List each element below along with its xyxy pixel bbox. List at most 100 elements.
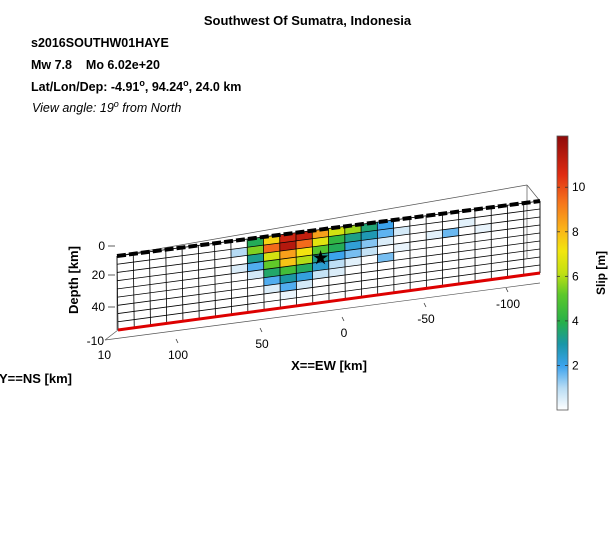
colorbar-tick-label: 4	[572, 314, 579, 328]
slip-patch	[312, 236, 329, 247]
view-angle-line: View angle: 19o from North	[32, 99, 181, 115]
slip-patch	[361, 230, 378, 241]
slip-patch	[263, 259, 280, 270]
grid-line-dip	[132, 253, 135, 328]
box-edge	[104, 329, 119, 341]
lat-degree: o	[139, 78, 145, 88]
grid-line-strike	[117, 224, 541, 282]
location-line: Lat/Lon/Dep: -4.91o, 94.24o, 24.0 km	[31, 78, 242, 95]
slip-patch	[312, 269, 329, 280]
slip-patch	[296, 263, 313, 274]
slip-patch	[263, 283, 281, 294]
x-tick-mark	[259, 327, 263, 333]
slip-patch	[247, 269, 264, 280]
y-axis-label: Y==NS [km]	[0, 371, 72, 386]
slip-patch	[328, 266, 346, 278]
colorbar-tick-label: 8	[572, 225, 579, 239]
slip-patch	[263, 242, 280, 254]
x-tick-mark	[423, 302, 427, 308]
slip-patch	[263, 267, 281, 278]
top-edge-trace	[116, 199, 541, 258]
slip-patch	[296, 238, 313, 249]
slip-patch	[328, 234, 345, 245]
slip-patch	[231, 263, 248, 274]
grid-line-dip	[230, 241, 233, 315]
x-tick-label: 0	[341, 326, 348, 340]
slip-patch	[361, 246, 378, 257]
slip-patch	[263, 251, 280, 262]
colorbar: 2 4 6 8 10 Slip [m]	[556, 135, 608, 411]
slip-patch	[296, 246, 313, 258]
slip-patch	[328, 258, 346, 270]
lon-degree: o	[183, 78, 189, 88]
x-tick-label: 100	[168, 348, 188, 362]
slip-patch	[344, 232, 362, 243]
mw-label: Mw 7.8	[31, 58, 72, 72]
slip-patches	[230, 217, 492, 300]
grid-line-strike	[117, 240, 541, 298]
slip-patch	[458, 217, 475, 228]
slip-patch	[263, 275, 281, 286]
y-tick-label: -10	[87, 334, 105, 348]
x-tick-mark	[341, 316, 345, 322]
slip-patch	[296, 279, 313, 290]
grid-line-dip	[263, 236, 265, 311]
slip-patch	[426, 229, 443, 240]
slip-patch	[344, 240, 362, 251]
grid-line-strike	[117, 256, 541, 314]
colorbar-tick-label: 10	[572, 180, 586, 194]
grid-line-dip	[311, 230, 314, 304]
mo-label: Mo 6.02e+20	[85, 58, 160, 72]
slip-patch	[279, 265, 297, 276]
grid-line-dip	[197, 245, 200, 320]
magnitude-line: Mw 7.8 Mo 6.02e+20	[31, 58, 160, 72]
z-tick-label: 40	[92, 300, 106, 314]
slip-patch	[247, 253, 264, 264]
slip-patch	[280, 273, 297, 284]
slip-patch	[296, 254, 313, 266]
x-tick-label: 50	[255, 337, 269, 351]
z-tick-label: 0	[98, 239, 105, 253]
colorbar-ticks: 2 4 6 8 10	[557, 180, 586, 372]
slip-patch	[296, 271, 313, 282]
colorbar-tick-label: 2	[572, 358, 579, 372]
slip-patch	[377, 252, 394, 263]
slip-patch	[474, 223, 492, 234]
slip-patch	[393, 242, 410, 253]
slip-patch	[230, 247, 248, 258]
slip-patch	[279, 257, 297, 268]
chart-title: Southwest Of Sumatra, Indonesia	[203, 13, 412, 28]
slip-patch	[344, 248, 362, 259]
slip-patch	[279, 240, 297, 252]
z-axis-label: Depth [km]	[66, 246, 81, 314]
slip-patch	[328, 242, 345, 253]
box-edge	[104, 282, 541, 341]
grid-line-dip	[328, 228, 330, 302]
slip-patch	[442, 227, 459, 238]
colorbar-tick-label: 6	[572, 269, 579, 283]
hypocenter-star	[313, 250, 329, 265]
slip-patch	[247, 245, 264, 256]
view-suffix: from North	[118, 101, 182, 116]
grid-line-dip	[116, 255, 119, 331]
view-angle: 19	[99, 101, 114, 116]
grid-line-strike	[117, 264, 541, 323]
location-prefix: Lat/Lon/Dep:	[31, 80, 111, 95]
location-lat: -4.91	[110, 80, 140, 95]
grid-line-strike	[117, 216, 541, 273]
location-lon: 94.24	[151, 80, 184, 95]
grid-line-strike	[117, 208, 541, 265]
slip-patch	[312, 244, 329, 255]
grid-line-dip	[181, 247, 184, 322]
grid-line-dip	[279, 234, 281, 309]
slip-patch	[280, 289, 297, 300]
view-degree: o	[113, 99, 119, 109]
slip-patch	[344, 256, 362, 267]
x-tick-label: -100	[496, 297, 520, 311]
slip-patch	[247, 261, 264, 272]
grid-line-dip	[246, 239, 249, 313]
grid-line-dip	[165, 249, 168, 324]
y-tick-label: 10	[98, 348, 112, 362]
